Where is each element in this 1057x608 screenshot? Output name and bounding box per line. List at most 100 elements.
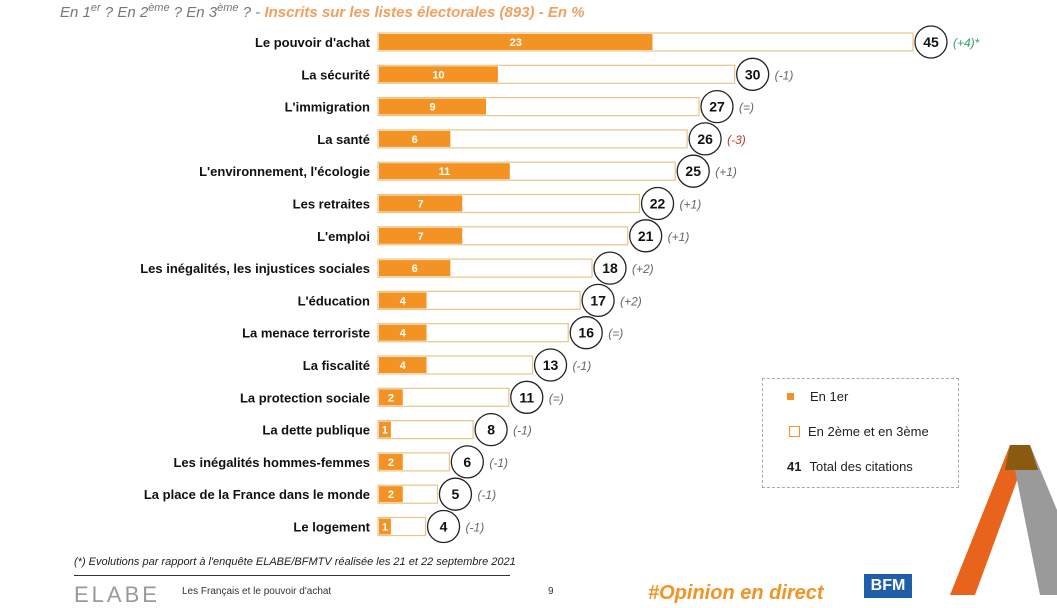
category-label: Les inégalités, les injustices sociales — [140, 261, 370, 276]
bar-first — [379, 66, 498, 83]
bar-first-label: 2 — [388, 489, 394, 501]
total-label: 8 — [487, 422, 495, 438]
bar-first-label: 11 — [439, 166, 451, 178]
change-label: (-1) — [489, 456, 508, 470]
change-label: (=) — [549, 391, 564, 405]
category-label: La menace terroriste — [242, 326, 370, 341]
bar-other — [377, 129, 688, 149]
total-label: 30 — [745, 66, 761, 82]
footnote: (*) Evolutions par rapport à l'enquête E… — [74, 556, 516, 568]
change-label: (-1) — [466, 521, 485, 535]
change-label: (-3) — [727, 133, 746, 147]
total-label: 45 — [923, 34, 939, 50]
total-label: 22 — [650, 196, 666, 212]
change-label: (-1) — [513, 424, 532, 438]
bar-first-label: 7 — [418, 231, 424, 243]
total-label: 21 — [638, 228, 654, 244]
total-label: 27 — [709, 99, 725, 115]
bar-first-label: 1 — [382, 425, 388, 437]
total-label: 17 — [590, 292, 606, 308]
total-label: 6 — [463, 454, 471, 470]
total-circle — [700, 89, 734, 124]
legend-swatch-filled — [787, 393, 794, 400]
category-label: La place de la France dans le monde — [144, 487, 370, 502]
bar-first — [379, 357, 427, 373]
change-label: (+1) — [715, 165, 737, 179]
chart-subtitle: En 1er ? En 2ème ? En 3ème ? - Inscrits … — [60, 2, 585, 22]
category-label: L'environnement, l'écologie — [199, 164, 370, 179]
bar-first-label: 9 — [429, 102, 435, 114]
change-label: (+2) — [632, 262, 654, 276]
bar-first-label: 4 — [400, 360, 407, 372]
total-circle — [676, 154, 710, 188]
category-label: Le pouvoir d'achat — [255, 35, 371, 50]
category-label: Les retraites — [293, 197, 370, 212]
bar-first — [379, 518, 391, 535]
change-label: (-1) — [477, 488, 496, 502]
total-circle — [474, 412, 508, 447]
total-label: 25 — [685, 163, 701, 179]
bar-first-label: 2 — [388, 392, 394, 404]
category-label: Les inégalités hommes-femmes — [173, 455, 370, 470]
bar-first — [379, 292, 427, 309]
bar-first-label: 4 — [400, 295, 407, 307]
bar-first-label: 23 — [510, 37, 522, 49]
change-label: (-1) — [573, 359, 592, 373]
bar-first-label: 10 — [432, 69, 444, 81]
total-circle — [581, 283, 615, 318]
bar-first — [379, 324, 427, 341]
total-circle — [569, 316, 603, 350]
bar-chart: Le pouvoir d'achat 23 45 (+4)*La sécurité 10… — [140, 25, 980, 544]
change-label: (=) — [739, 101, 754, 115]
total-label: 13 — [543, 357, 559, 373]
bar-first — [379, 130, 451, 147]
legend-item-first: En 1er — [787, 389, 848, 404]
change-label: (=) — [608, 327, 623, 341]
total-circle — [533, 348, 568, 382]
total-circle — [629, 219, 663, 253]
total-circle — [914, 25, 948, 59]
legend: En 1er En 2ème et en 3ème 41 Total des ci… — [762, 378, 959, 488]
bar-first — [379, 98, 486, 115]
bar-first-label: 2 — [388, 457, 394, 469]
total-circle — [688, 122, 722, 156]
bar-other — [377, 387, 510, 407]
category-label: La fiscalité — [303, 358, 370, 373]
legend-swatch-outline — [789, 426, 800, 437]
footer-title: Les Français et le pouvoir d'achat — [182, 586, 332, 597]
category-label: L'emploi — [317, 229, 370, 244]
elabe-triangle-logo — [950, 445, 1057, 595]
total-label: 11 — [519, 389, 534, 405]
page-number: 9 — [548, 586, 554, 597]
elabe-logo: ELABE — [74, 582, 160, 607]
bar-first — [379, 227, 463, 244]
legend-item-other: En 2ème et en 3ème — [789, 424, 929, 439]
bar-first — [379, 389, 403, 406]
bar-first — [379, 195, 463, 212]
bar-first — [379, 163, 510, 180]
total-label: 18 — [602, 260, 618, 276]
change-label: (+2) — [620, 294, 642, 308]
total-label: 26 — [697, 131, 713, 147]
bar-first-label: 1 — [382, 522, 388, 534]
total-circle — [438, 477, 473, 511]
category-label: La sécurité — [301, 67, 370, 82]
total-label: 4 — [440, 519, 448, 535]
bar-first — [379, 421, 391, 438]
category-label: La santé — [317, 132, 370, 147]
divider — [74, 575, 510, 576]
legend-item-total: 41 Total des citations — [787, 459, 913, 474]
change-label: (+1) — [668, 230, 690, 244]
change-label: (+4)* — [953, 36, 980, 50]
bar-first — [379, 486, 403, 503]
change-label: (+1) — [680, 198, 702, 212]
category-label: L'immigration — [285, 100, 370, 115]
category-label: La protection sociale — [240, 390, 370, 405]
total-circle — [450, 445, 484, 479]
total-label: 5 — [452, 486, 460, 502]
bar-first-label: 6 — [412, 134, 418, 146]
bar-first-label: 4 — [400, 328, 407, 340]
category-label: La dette publique — [262, 423, 370, 438]
total-circle — [426, 509, 461, 544]
hashtag: #Opinion en direct — [648, 582, 824, 604]
